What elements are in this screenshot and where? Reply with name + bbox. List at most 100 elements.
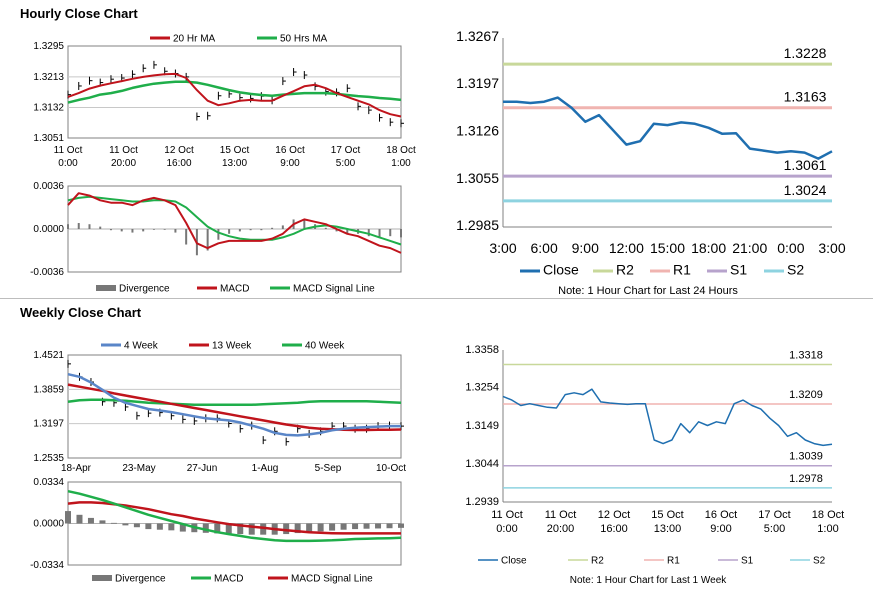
weekly-macd-ytick-label: 0.0000 <box>33 519 64 530</box>
hourly-price-ytick-label: 1.3213 <box>33 72 64 83</box>
hourly-24h-xtick-label: 21:00 <box>732 240 767 256</box>
hourly-divergence-bar <box>131 229 134 233</box>
hourly-divergence-bar <box>163 229 166 230</box>
hourly-divergence-bar <box>238 229 241 232</box>
weekly-divergence-bar <box>386 523 393 529</box>
weekly-1w-s1-label: 1.3039 <box>789 451 823 463</box>
weekly-price-ytick-label: 1.3859 <box>33 384 64 395</box>
weekly-1w-xtick-label: 18 Oct <box>812 509 844 521</box>
weekly-divergence-bar <box>214 523 221 534</box>
weekly-divergence-bar <box>156 523 163 530</box>
weekly-price-xtick-label: 27-Jun <box>187 463 218 474</box>
hourly-price-xtick-label: 15 Oct <box>220 145 250 156</box>
weekly-1w-note: Note: 1 Hour Chart for Last 1 Week <box>570 575 728 586</box>
legend-24h-r1-label: R1 <box>673 262 691 278</box>
legend-hourly-macd-label: MACD <box>220 284 249 295</box>
legend-1w-r2-label: R2 <box>591 556 604 567</box>
hourly-signal-line <box>67 195 402 246</box>
hourly-divergence-bar <box>77 223 80 229</box>
hourly-price-xtick-label: 9:00 <box>280 158 300 169</box>
hourly-divergence-bar <box>206 229 209 251</box>
weekly-divergence-bar <box>294 523 301 534</box>
hourly-price-ytick-label: 1.3295 <box>33 41 64 52</box>
weekly-price-xtick-label: 18-Apr <box>61 463 92 474</box>
weekly-divergence-bar <box>306 523 313 533</box>
weekly-price-xtick-label: 10-Oct <box>376 463 406 474</box>
weekly-divergence-bar <box>352 523 359 530</box>
hourly-24h-ytick-label: 1.2985 <box>456 217 499 233</box>
legend-24h-s2-label: S2 <box>787 262 804 278</box>
weekly-section-title: Weekly Close Chart <box>20 305 142 320</box>
weekly-divergence-bar <box>76 514 83 524</box>
hourly-divergence-bar <box>335 229 338 232</box>
legend-1w-r1-label: R1 <box>667 556 680 567</box>
weekly-divergence-bar <box>283 523 290 535</box>
hourly-macd-ytick-label: 0.0000 <box>33 224 64 235</box>
hourly-price-xtick-label: 18 Oct <box>386 145 416 156</box>
weekly-divergence-bar <box>317 523 324 532</box>
weekly-1w-xtick-label: 13:00 <box>654 523 682 535</box>
weekly-1w-ytick-label: 1.3358 <box>465 344 499 356</box>
weekly-1w-ytick-label: 1.2939 <box>465 496 499 508</box>
hourly-divergence-bar <box>271 227 274 229</box>
hourly-24h-ytick-label: 1.3055 <box>456 170 499 186</box>
legend-weekly-macd-label: MACD <box>214 574 243 585</box>
hourly-price-xtick-label: 12 Oct <box>164 145 194 156</box>
hourly-divergence-bar <box>174 229 177 233</box>
hourly-price-xtick-label: 17 Oct <box>331 145 361 156</box>
hourly-price-xtick-label: 13:00 <box>222 158 247 169</box>
hourly-divergence-bar <box>67 224 69 229</box>
hourly-divergence-bar <box>228 229 231 234</box>
weekly-macd-ytick-label: 0.0334 <box>33 477 64 488</box>
legend-20hr-ma-label: 20 Hr MA <box>173 34 216 45</box>
legend-hourly-divergence-swatch <box>96 285 116 291</box>
weekly-price-xtick-label: 5-Sep <box>315 463 342 474</box>
legend-weekly-divergence-swatch <box>92 575 112 581</box>
section-divider <box>0 298 873 299</box>
hourly-section-title: Hourly Close Chart <box>20 6 138 21</box>
hourly-price-xtick-label: 5:00 <box>336 158 356 169</box>
legend-1w-close-label: Close <box>501 556 527 567</box>
legend-13-week-label: 13 Week <box>212 341 252 352</box>
hourly-24h-xtick-label: 15:00 <box>650 240 685 256</box>
weekly-divergence-bar <box>363 523 370 529</box>
legend-40-week-label: 40 Week <box>305 341 345 352</box>
hourly-price-xtick-label: 1:00 <box>391 158 411 169</box>
hourly-24h-xtick-label: 9:00 <box>572 240 599 256</box>
hourly-divergence-bar <box>99 226 102 229</box>
weekly-1w-r1-label: 1.3209 <box>789 389 823 401</box>
hourly-price-ytick-label: 1.3051 <box>33 133 64 144</box>
weekly-price-xtick-label: 23-May <box>122 463 155 474</box>
weekly-divergence-bar <box>375 523 382 529</box>
hourly-divergence-bar <box>378 229 381 238</box>
hourly-price-xtick-label: 16:00 <box>166 158 191 169</box>
weekly-divergence-bar <box>248 523 255 535</box>
legend-1w-s1-label: S1 <box>741 556 754 567</box>
legend-1w-s2-label: S2 <box>813 556 826 567</box>
hourly-24h-s1-label: 1.3061 <box>784 157 827 173</box>
legend-24h-r2-label: R2 <box>616 262 634 278</box>
hourly-divergence-bar <box>281 225 284 229</box>
weekly-1w-ytick-label: 1.3149 <box>465 420 499 432</box>
hourly-24h-note: Note: 1 Hour Chart for Last 24 Hours <box>558 285 738 297</box>
hourly-divergence-bar <box>185 229 188 245</box>
weekly-divergence-bar <box>398 523 404 528</box>
hourly-macd-ytick-label: -0.0036 <box>30 267 64 278</box>
hourly-divergence-bar <box>303 219 306 229</box>
hourly-24h-ytick-label: 1.3197 <box>456 75 499 91</box>
hourly-divergence-bar <box>260 229 263 231</box>
hourly-price-ytick-label: 1.3132 <box>33 102 64 113</box>
weekly-divergence-bar <box>329 523 336 531</box>
weekly-1w-ytick-label: 1.3254 <box>465 382 499 394</box>
legend-weekly-signal-label: MACD Signal Line <box>291 574 373 585</box>
hourly-price-xtick-label: 20:00 <box>111 158 136 169</box>
weekly-macd-line <box>67 489 402 543</box>
weekly-price-ytick-label: 1.4521 <box>33 350 64 361</box>
weekly-divergence-bar <box>237 523 244 535</box>
weekly-1w-xtick-label: 0:00 <box>496 523 517 535</box>
weekly-divergence-bar <box>179 523 186 532</box>
weekly-divergence-bar <box>202 523 209 533</box>
weekly-1w-xtick-label: 11 Oct <box>545 509 577 521</box>
hourly-24h-xtick-label: 12:00 <box>609 240 644 256</box>
hourly-divergence-bar <box>217 229 220 240</box>
